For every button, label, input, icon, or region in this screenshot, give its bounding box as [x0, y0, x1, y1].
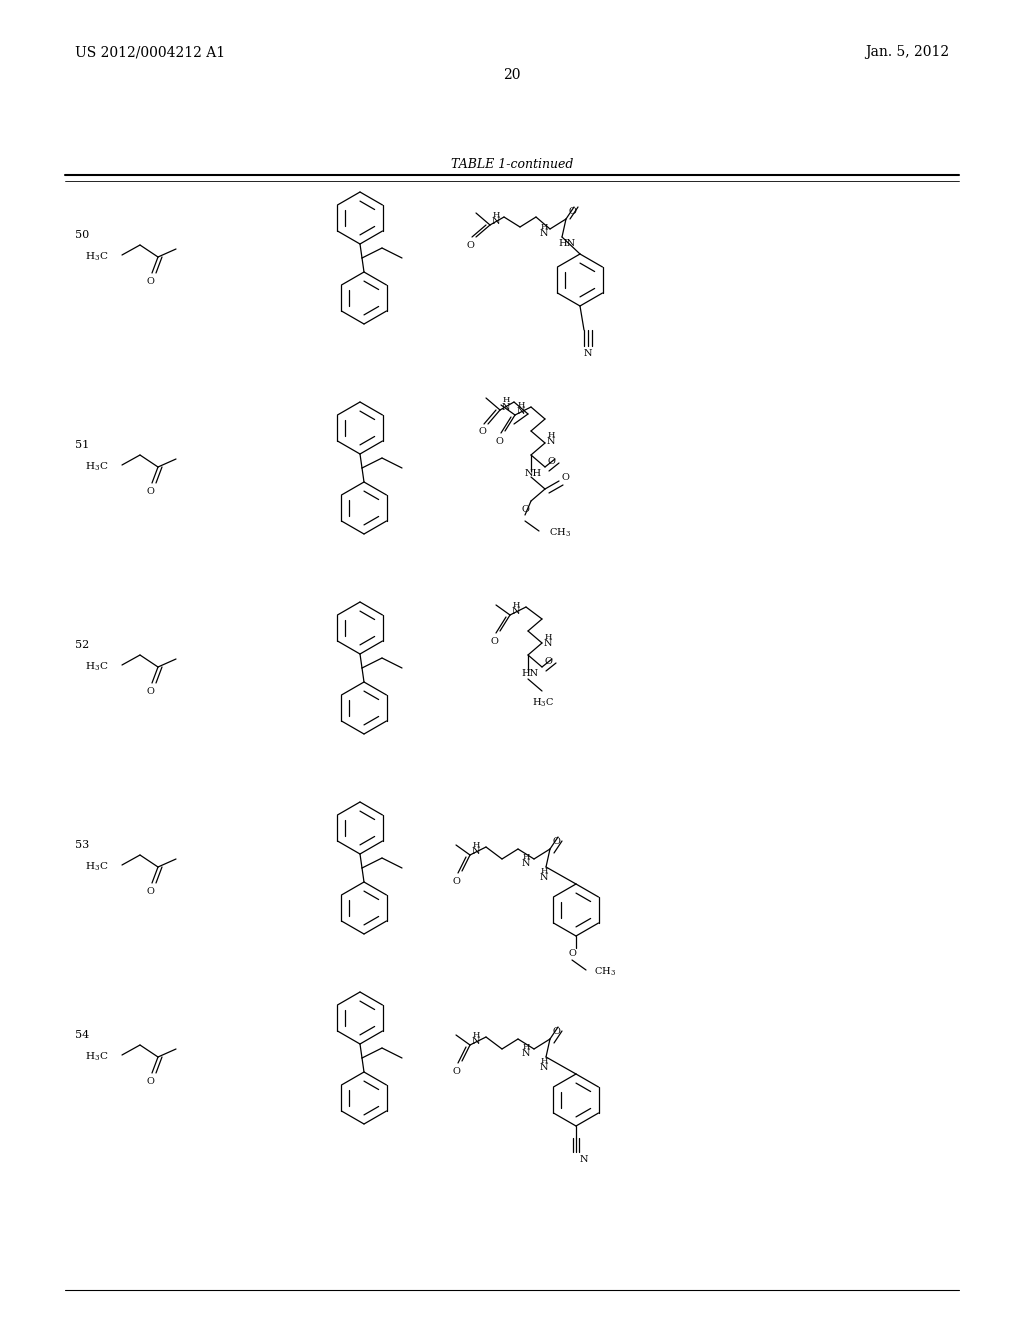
Text: 53: 53 — [75, 840, 89, 850]
Text: H: H — [545, 634, 552, 642]
Text: N: N — [492, 218, 501, 227]
Text: H: H — [517, 401, 524, 409]
Text: H: H — [503, 396, 510, 404]
Text: Jan. 5, 2012: Jan. 5, 2012 — [865, 45, 949, 59]
Text: O: O — [146, 686, 154, 696]
Text: N: N — [547, 437, 555, 446]
Text: N: N — [584, 350, 592, 359]
Text: O: O — [490, 636, 498, 645]
Text: O: O — [452, 1067, 460, 1076]
Text: O: O — [568, 206, 575, 215]
Text: O: O — [146, 276, 154, 285]
Text: N: N — [512, 607, 520, 616]
Text: N: N — [472, 847, 480, 857]
Text: O: O — [466, 240, 474, 249]
Text: 51: 51 — [75, 440, 89, 450]
Text: H: H — [541, 1057, 548, 1065]
Text: US 2012/0004212 A1: US 2012/0004212 A1 — [75, 45, 225, 59]
Text: $\mathregular{H_3C}$: $\mathregular{H_3C}$ — [532, 697, 554, 709]
Text: H: H — [522, 1043, 529, 1051]
Text: O: O — [521, 504, 529, 513]
Text: N: N — [540, 1064, 548, 1072]
Text: O: O — [452, 876, 460, 886]
Text: 54: 54 — [75, 1030, 89, 1040]
Text: H: H — [512, 601, 520, 609]
Text: $\mathregular{H_3C}$: $\mathregular{H_3C}$ — [85, 1051, 108, 1063]
Text: HN: HN — [521, 668, 539, 677]
Text: O: O — [495, 437, 503, 446]
Text: 20: 20 — [503, 69, 521, 82]
Text: N: N — [517, 408, 525, 417]
Text: O: O — [552, 837, 560, 846]
Text: O: O — [146, 487, 154, 495]
Text: N: N — [540, 874, 548, 883]
Text: H: H — [547, 432, 555, 440]
Text: 52: 52 — [75, 640, 89, 649]
Text: 50: 50 — [75, 230, 89, 240]
Text: O: O — [478, 428, 486, 437]
Text: H: H — [472, 1031, 479, 1039]
Text: H: H — [472, 841, 479, 849]
Text: N: N — [544, 639, 552, 648]
Text: $\mathregular{CH_3}$: $\mathregular{CH_3}$ — [594, 966, 615, 978]
Text: $\mathregular{H_3C}$: $\mathregular{H_3C}$ — [85, 251, 108, 263]
Text: NH: NH — [524, 469, 542, 478]
Text: $\mathregular{H_3C}$: $\mathregular{H_3C}$ — [85, 661, 108, 673]
Text: N: N — [472, 1038, 480, 1047]
Text: $\mathregular{CH_3}$: $\mathregular{CH_3}$ — [549, 527, 571, 540]
Text: N: N — [502, 404, 510, 412]
Text: O: O — [561, 473, 569, 482]
Text: O: O — [552, 1027, 560, 1035]
Text: $\mathregular{H_3C}$: $\mathregular{H_3C}$ — [85, 461, 108, 474]
Text: HN: HN — [558, 239, 575, 248]
Text: TABLE 1-continued: TABLE 1-continued — [451, 158, 573, 172]
Text: N: N — [580, 1155, 589, 1164]
Text: O: O — [146, 1077, 154, 1085]
Text: H: H — [541, 867, 548, 875]
Text: H: H — [522, 853, 529, 861]
Text: O: O — [544, 656, 552, 665]
Text: N: N — [522, 859, 530, 869]
Text: H: H — [493, 211, 500, 219]
Text: O: O — [568, 949, 575, 958]
Text: O: O — [547, 457, 555, 466]
Text: N: N — [522, 1049, 530, 1059]
Text: H: H — [541, 223, 548, 231]
Text: $\mathregular{H_3C}$: $\mathregular{H_3C}$ — [85, 861, 108, 874]
Text: O: O — [146, 887, 154, 895]
Text: N: N — [540, 230, 548, 239]
